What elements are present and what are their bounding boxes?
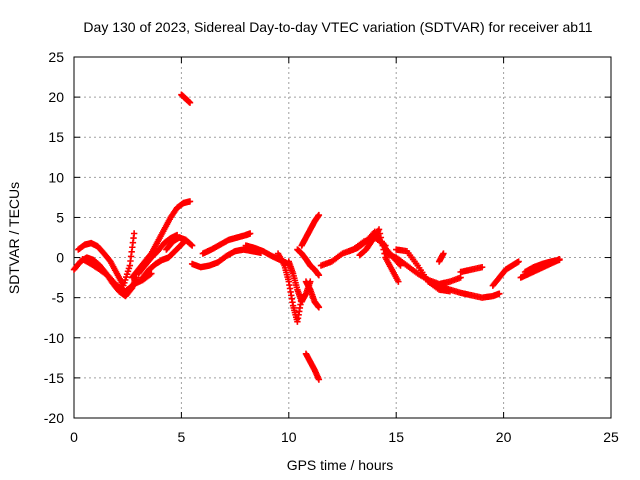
data-point	[315, 272, 323, 279]
y-tick-label: 20	[48, 89, 64, 105]
data-point	[395, 278, 402, 285]
y-tick-label: 25	[48, 49, 64, 65]
y-tick-label: 10	[48, 169, 64, 185]
series-arc-b	[75, 230, 138, 289]
series-arc-t	[356, 226, 402, 285]
data-point	[496, 290, 503, 297]
data-point	[378, 238, 385, 245]
data-point	[457, 274, 464, 281]
series-arc-ab	[521, 256, 563, 276]
series-arc-p	[302, 278, 323, 311]
series-arc-z	[489, 258, 522, 289]
data-point	[376, 230, 384, 237]
series-arc-e	[135, 231, 181, 277]
x-tick-label: 0	[70, 429, 78, 445]
grid	[74, 57, 611, 418]
series-arc-h	[178, 91, 194, 106]
data-point	[188, 241, 195, 248]
data-points	[70, 91, 563, 383]
data-point	[556, 256, 563, 264]
series-arc-j	[199, 230, 254, 257]
plot-frame	[73, 56, 612, 419]
x-tick-label: 15	[388, 429, 404, 445]
x-tick-label: 25	[603, 429, 619, 445]
x-axis: 0 5 10 15 20 25	[70, 57, 619, 445]
y-tick-label: -10	[44, 330, 64, 346]
series-arc-y	[457, 263, 486, 276]
data-point	[186, 198, 194, 205]
x-tick-label: 10	[281, 429, 297, 445]
x-tick-label: 20	[496, 429, 512, 445]
data-point	[188, 242, 196, 249]
data-point	[478, 263, 486, 271]
data-point	[380, 246, 387, 253]
x-axis-label: GPS time / hours	[287, 457, 394, 473]
data-point	[246, 230, 254, 237]
y-tick-label: 0	[56, 250, 64, 266]
data-point	[377, 234, 385, 241]
data-point	[515, 258, 522, 265]
y-axis: -20 -15 -10 -5 0 5 10 15 20 25	[44, 49, 611, 426]
data-point	[315, 376, 323, 383]
data-point	[379, 242, 386, 249]
plot-border	[73, 56, 612, 419]
chart-title: Day 130 of 2023, Sidereal Day-to-day VTE…	[83, 19, 592, 35]
data-point	[315, 211, 323, 219]
series-arc-x	[435, 250, 447, 265]
series-arc-n	[294, 246, 323, 279]
series-arc-o	[298, 211, 323, 249]
data-point	[130, 230, 138, 237]
series-arc-q	[302, 350, 323, 383]
x-tick-label: 5	[178, 429, 186, 445]
y-tick-label: -5	[52, 290, 65, 306]
y-axis-label: SDTVAR / TECUs	[6, 182, 22, 294]
series-arc-i	[188, 246, 265, 271]
y-tick-label: 5	[56, 209, 64, 225]
series-arc-u	[382, 250, 464, 288]
y-tick-label: 15	[48, 129, 64, 145]
data-point	[375, 226, 383, 233]
data-point	[186, 99, 194, 106]
data-point	[315, 304, 323, 311]
series-arc-g	[163, 234, 196, 253]
series-arc-w	[425, 278, 503, 301]
y-tick-label: -20	[44, 410, 64, 426]
y-tick-label: -15	[44, 370, 64, 386]
data-point	[440, 250, 447, 257]
